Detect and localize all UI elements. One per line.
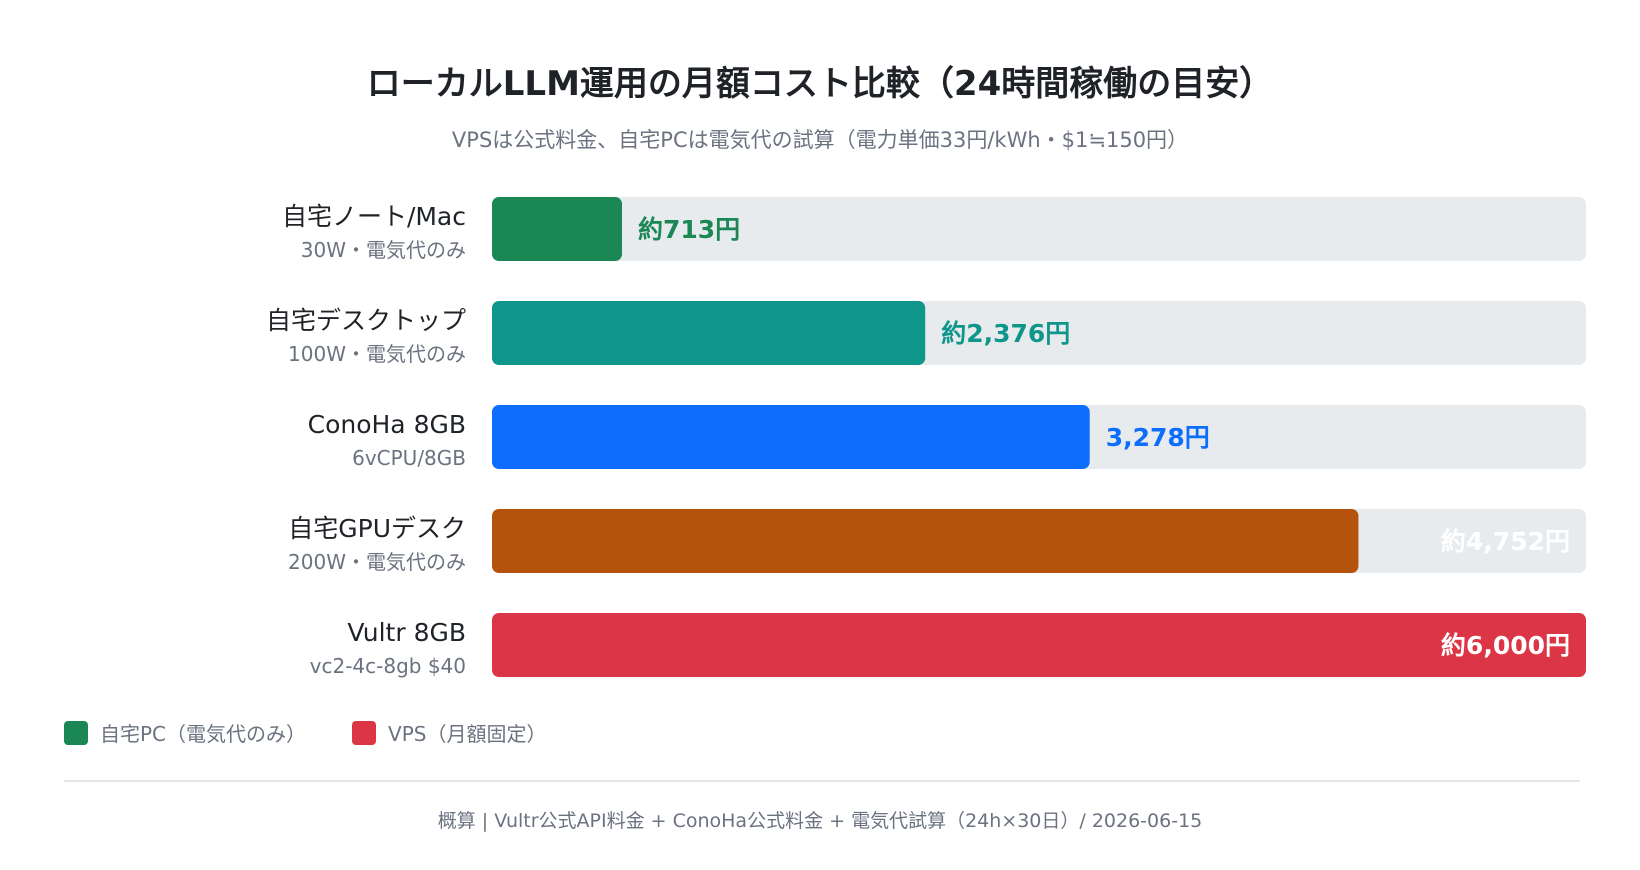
legend-swatch-home-pc [64, 720, 88, 745]
category-sublabel: 30W・電気代のみ [301, 238, 466, 262]
legend-label-home-pc: 自宅PC（電気代のみ） [100, 722, 307, 746]
footer-source: 概算 | Vultr公式API料金 + ConoHa公式料金 + 電気代試算（2… [437, 810, 1203, 832]
value-label: 約713円 [638, 215, 740, 244]
bar [492, 197, 623, 261]
chart-subtitle: VPSは公式料金、自宅PCは電気代の試算（電力単価33円/kWh・$1≒150円… [451, 128, 1189, 152]
legend-swatch-vps [352, 720, 377, 745]
bar [492, 405, 1090, 469]
bar [492, 509, 1359, 573]
category-sublabel: 200W・電気代のみ [288, 550, 466, 574]
legend: 自宅PC（電気代のみ） VPS（月額固定） [64, 718, 592, 747]
value-label: 約6,000円 [1441, 631, 1570, 660]
category-sublabel: vc2-4c-8gb $40 [310, 654, 466, 678]
category-sublabel: 100W・電気代のみ [288, 342, 466, 366]
legend-item-home-pc: 自宅PC（電気代のみ） [64, 718, 306, 747]
value-label: 約4,752円 [1441, 527, 1570, 556]
legend-item-vps: VPS（月額固定） [352, 718, 546, 747]
bar [492, 301, 926, 365]
category-label: ConoHa 8GB [308, 410, 466, 439]
bar-track [492, 197, 1586, 261]
category-label: Vultr 8GB [347, 618, 466, 647]
value-label: 3,278円 [1106, 423, 1210, 452]
value-label: 約2,376円 [941, 319, 1070, 348]
category-label: 自宅GPUデスク [288, 514, 466, 543]
footer-divider [64, 780, 1580, 782]
category-sublabel: 6vCPU/8GB [352, 446, 466, 470]
bar [492, 613, 1586, 677]
chart-title: ローカルLLM運用の月額コスト比較（24時間稼働の目安） [366, 64, 1274, 104]
legend-label-vps: VPS（月額固定） [388, 722, 547, 746]
category-label: 自宅デスクトップ [266, 306, 466, 335]
category-label: 自宅ノート/Mac [282, 202, 466, 231]
